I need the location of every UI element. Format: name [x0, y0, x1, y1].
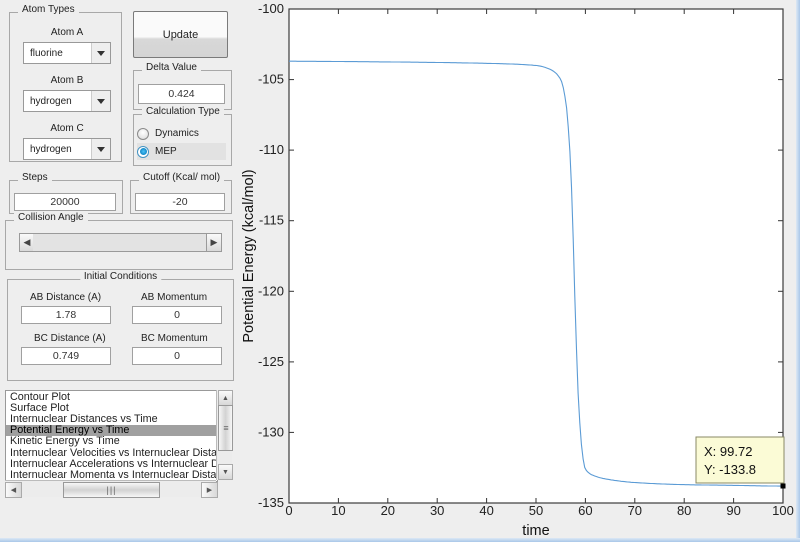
svg-text:time: time	[522, 523, 549, 539]
svg-text:-120: -120	[258, 283, 284, 298]
svg-text:20: 20	[381, 503, 395, 518]
svg-text:50: 50	[529, 503, 543, 518]
svg-text:-135: -135	[258, 495, 284, 510]
svg-text:Y: -133.8: Y: -133.8	[704, 462, 756, 477]
svg-text:10: 10	[331, 503, 345, 518]
svg-text:40: 40	[479, 503, 493, 518]
svg-text:-125: -125	[258, 354, 284, 369]
svg-text:-105: -105	[258, 72, 284, 87]
svg-text:100: 100	[772, 503, 794, 518]
svg-text:-110: -110	[259, 142, 284, 157]
svg-text:X: 99.72: X: 99.72	[704, 444, 752, 459]
svg-text:0: 0	[285, 503, 292, 518]
svg-text:70: 70	[628, 503, 642, 518]
svg-text:80: 80	[677, 503, 691, 518]
svg-text:-130: -130	[258, 424, 284, 439]
svg-text:90: 90	[726, 503, 740, 518]
svg-text:Potential Energy (kcal/mol): Potential Energy (kcal/mol)	[241, 169, 257, 342]
svg-text:30: 30	[430, 503, 444, 518]
svg-text:-100: -100	[258, 1, 284, 16]
svg-text:60: 60	[578, 503, 592, 518]
svg-text:-115: -115	[259, 213, 284, 228]
